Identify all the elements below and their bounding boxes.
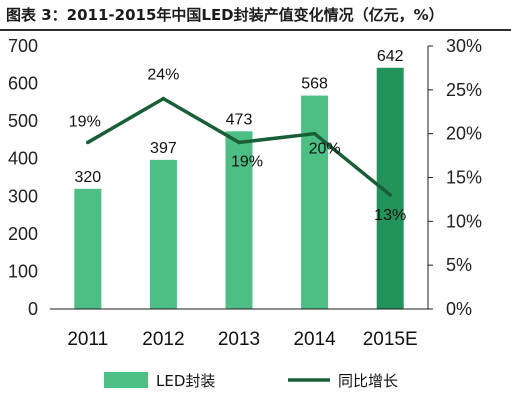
y2-tick-label: 15% xyxy=(446,168,482,188)
x-tick-label: 2013 xyxy=(218,329,260,350)
y-tick-label: 400 xyxy=(8,149,38,169)
y2-tick-label: 20% xyxy=(446,124,482,144)
growth-label-2012: 24% xyxy=(147,67,179,84)
x-tick-label: 2014 xyxy=(293,329,336,350)
bar-2014 xyxy=(301,95,329,309)
x-tick-label: 2011 xyxy=(67,329,108,350)
growth-point-2012 xyxy=(161,96,166,101)
legend-swatch-bar xyxy=(104,372,148,388)
bar-value-label-2014: 568 xyxy=(301,76,328,93)
legend: LED封装 同比增长 xyxy=(104,372,398,390)
growth-point-2014 xyxy=(312,131,317,136)
growth-line-series: 19% 24% 19% 20% 13% xyxy=(69,67,406,224)
bar-value-label-2013: 473 xyxy=(226,111,253,128)
y2-tick-label: 25% xyxy=(446,80,482,100)
bar-series: 320 397 473 568 642 xyxy=(74,48,404,309)
y2-tick-label: 10% xyxy=(446,211,482,231)
growth-label-2011: 19% xyxy=(69,113,101,130)
y-tick-label: 500 xyxy=(8,111,38,131)
legend-label-line: 同比增长 xyxy=(338,372,398,390)
y-tick-label: 0 xyxy=(28,299,38,319)
growth-point-2015E xyxy=(388,193,393,197)
y2-tick-label: 0% xyxy=(446,299,472,319)
y-tick-label: 600 xyxy=(8,74,38,94)
x-tick-label: 2012 xyxy=(142,329,184,350)
y-tick-label: 100 xyxy=(8,261,38,281)
growth-label-2013: 19% xyxy=(231,153,263,170)
y2-tick-label: 30% xyxy=(446,36,482,56)
chart-title: 图表 3：2011-2015年中国LED封装产值变化情况（亿元，%） xyxy=(6,6,444,24)
growth-point-2013 xyxy=(237,140,241,145)
bar-value-label-2011: 320 xyxy=(74,169,101,186)
axes: 0 100 200 300 400 500 600 700 0% 5% 10% 15% 20% 25% 30… xyxy=(8,36,482,350)
bar-2012 xyxy=(149,159,177,309)
y2-tick-label: 5% xyxy=(446,255,472,275)
y-tick-label: 700 xyxy=(8,36,38,56)
bar-2013 xyxy=(225,131,253,309)
growth-label-2015E: 13% xyxy=(374,207,406,224)
bar-value-label-2012: 397 xyxy=(150,140,177,157)
bar-value-label-2015E: 642 xyxy=(377,48,404,65)
x-tick-label: 2015E xyxy=(363,329,418,350)
y-tick-label: 300 xyxy=(8,186,38,206)
legend-label-bar: LED封装 xyxy=(156,372,215,390)
bar-2011 xyxy=(74,188,102,309)
y-tick-label: 200 xyxy=(8,224,38,244)
growth-point-2011 xyxy=(86,140,90,145)
title-divider xyxy=(0,29,511,31)
growth-label-2014: 20% xyxy=(309,141,341,158)
